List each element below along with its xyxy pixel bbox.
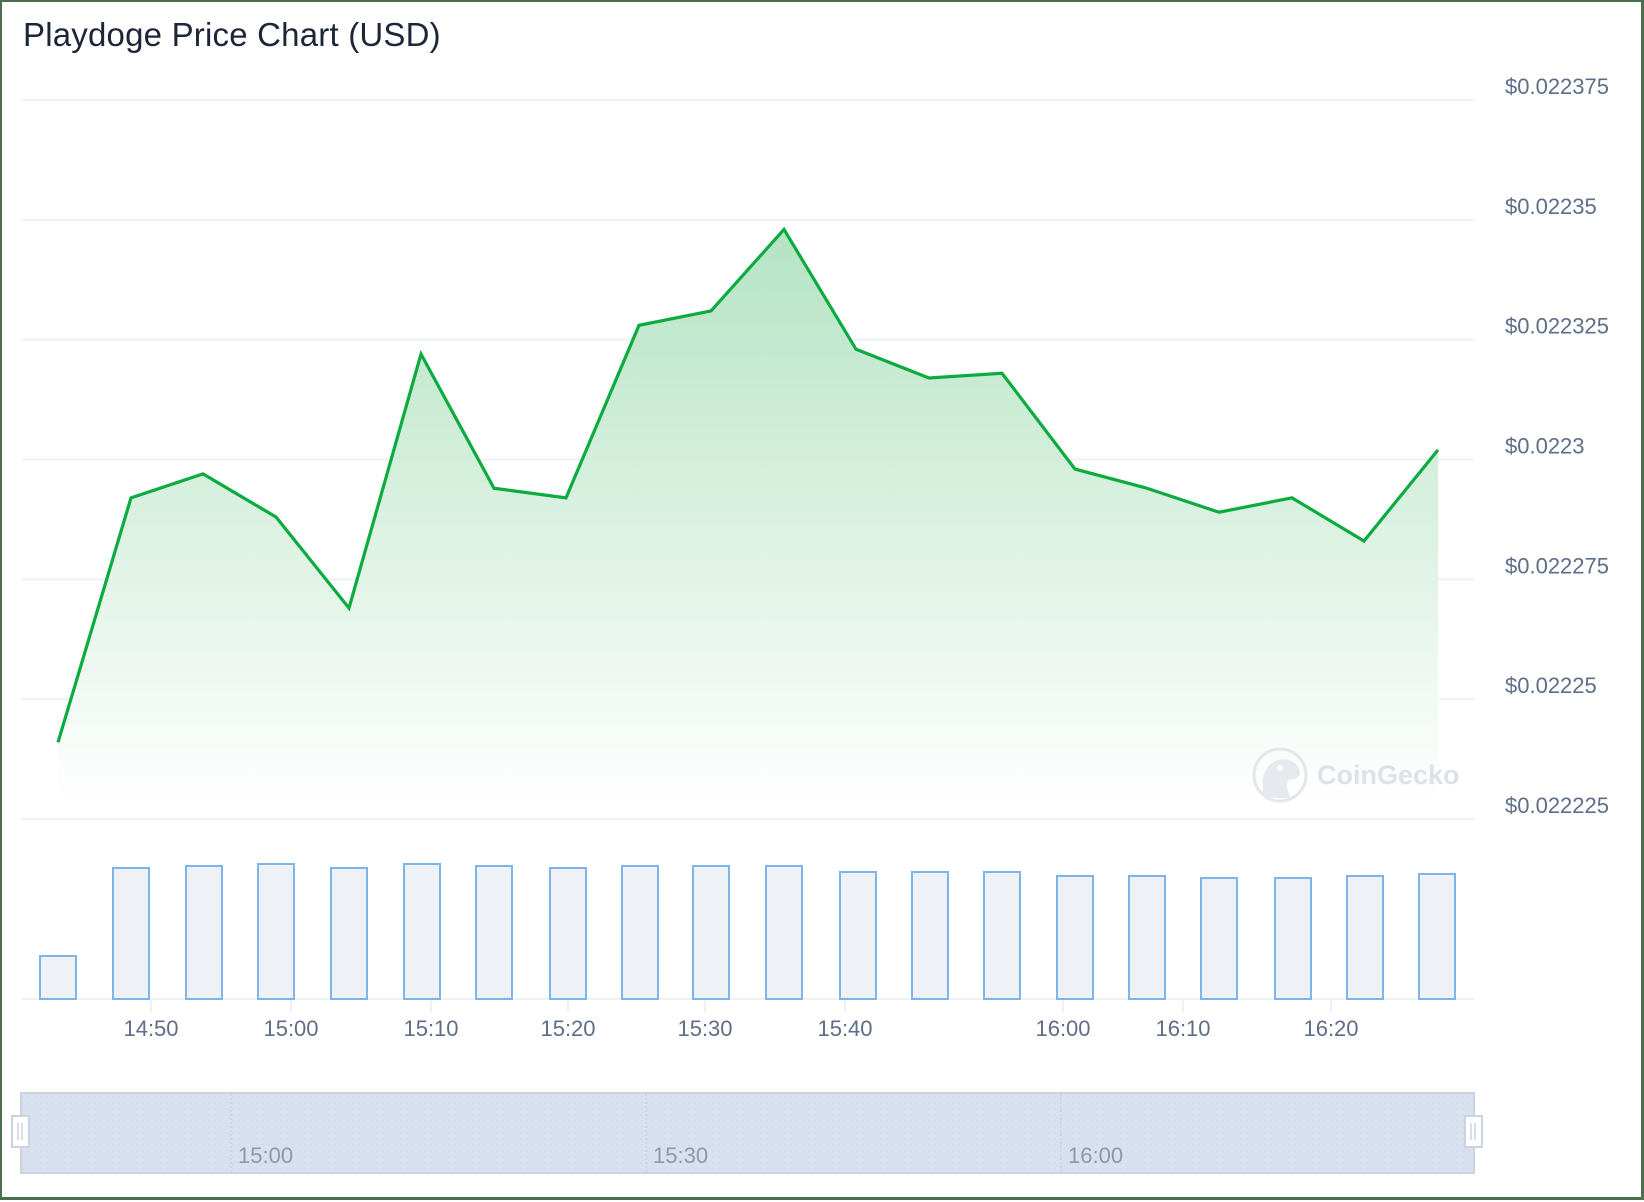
x-axis: 14:50 15:00 15:10 15:20 15:30 15:40 16:00 16:10… — [123, 1000, 1359, 1041]
y-axis-label: $0.02235 — [1505, 194, 1597, 219]
volume-bar[interactable] — [1274, 877, 1312, 1000]
price-area-fill — [58, 229, 1438, 805]
range-navigator[interactable]: 15:00 15:30 16:00 — [11, 1092, 1483, 1174]
volume-bar[interactable] — [1200, 877, 1238, 1000]
x-axis-label: 15:00 — [263, 1016, 318, 1041]
x-axis-label: 15:30 — [677, 1016, 732, 1041]
x-axis-label: 16:10 — [1155, 1016, 1210, 1041]
volume-bar[interactable] — [1346, 875, 1384, 1000]
chart-title: Playdoge Price Chart (USD) — [23, 16, 441, 53]
navigator-range-selection[interactable] — [20, 1092, 1475, 1174]
navigator-label: 15:00 — [238, 1143, 293, 1168]
volume-bar[interactable] — [692, 865, 730, 1000]
volume-bar[interactable] — [983, 871, 1021, 1000]
price-line[interactable] — [56, 226, 1440, 743]
y-axis-label: $0.022375 — [1505, 74, 1609, 99]
y-axis-label: $0.02225 — [1505, 673, 1597, 698]
x-axis-label: 16:20 — [1303, 1016, 1358, 1041]
navigator-left-handle[interactable] — [11, 1115, 30, 1148]
volume-bar[interactable] — [1418, 873, 1456, 1000]
x-axis-label: 15:40 — [817, 1016, 872, 1041]
y-axis-labels: $0.022375 $0.02235 $0.022325 $0.0223 $0.0222… — [1505, 74, 1609, 818]
volume-bar[interactable] — [621, 865, 659, 1000]
volume-bar[interactable] — [330, 867, 368, 1000]
x-axis-label: 14:50 — [123, 1016, 178, 1041]
volume-bars — [39, 863, 1456, 1000]
volume-bar[interactable] — [839, 871, 877, 1000]
volume-bar[interactable] — [1056, 875, 1094, 1000]
y-axis-label: $0.0223 — [1505, 434, 1585, 459]
volume-bar[interactable] — [1128, 875, 1166, 1000]
volume-bar[interactable] — [39, 955, 77, 1000]
volume-bar[interactable] — [549, 867, 587, 1000]
volume-bar[interactable] — [475, 865, 513, 1000]
gecko-logo-icon — [1252, 747, 1308, 803]
navigator-label: 15:30 — [653, 1143, 708, 1168]
y-axis-label: $0.022325 — [1505, 314, 1609, 339]
x-axis-label: 16:00 — [1035, 1016, 1090, 1041]
volume-bar[interactable] — [911, 871, 949, 1000]
volume-bar[interactable] — [112, 867, 150, 1000]
navigator-label: 16:00 — [1068, 1143, 1123, 1168]
navigator-right-handle[interactable] — [1464, 1115, 1483, 1148]
volume-bar[interactable] — [403, 863, 441, 1000]
volume-bar[interactable] — [765, 865, 803, 1000]
x-axis-label: 15:10 — [403, 1016, 458, 1041]
x-axis-label: 15:20 — [540, 1016, 595, 1041]
volume-bar[interactable] — [257, 863, 295, 1000]
coingecko-watermark: CoinGecko — [1252, 747, 1460, 803]
watermark-text: CoinGecko — [1317, 760, 1460, 790]
y-axis-label: $0.022225 — [1505, 793, 1609, 818]
volume-bar[interactable] — [185, 865, 223, 1000]
y-axis-label: $0.022275 — [1505, 553, 1609, 578]
